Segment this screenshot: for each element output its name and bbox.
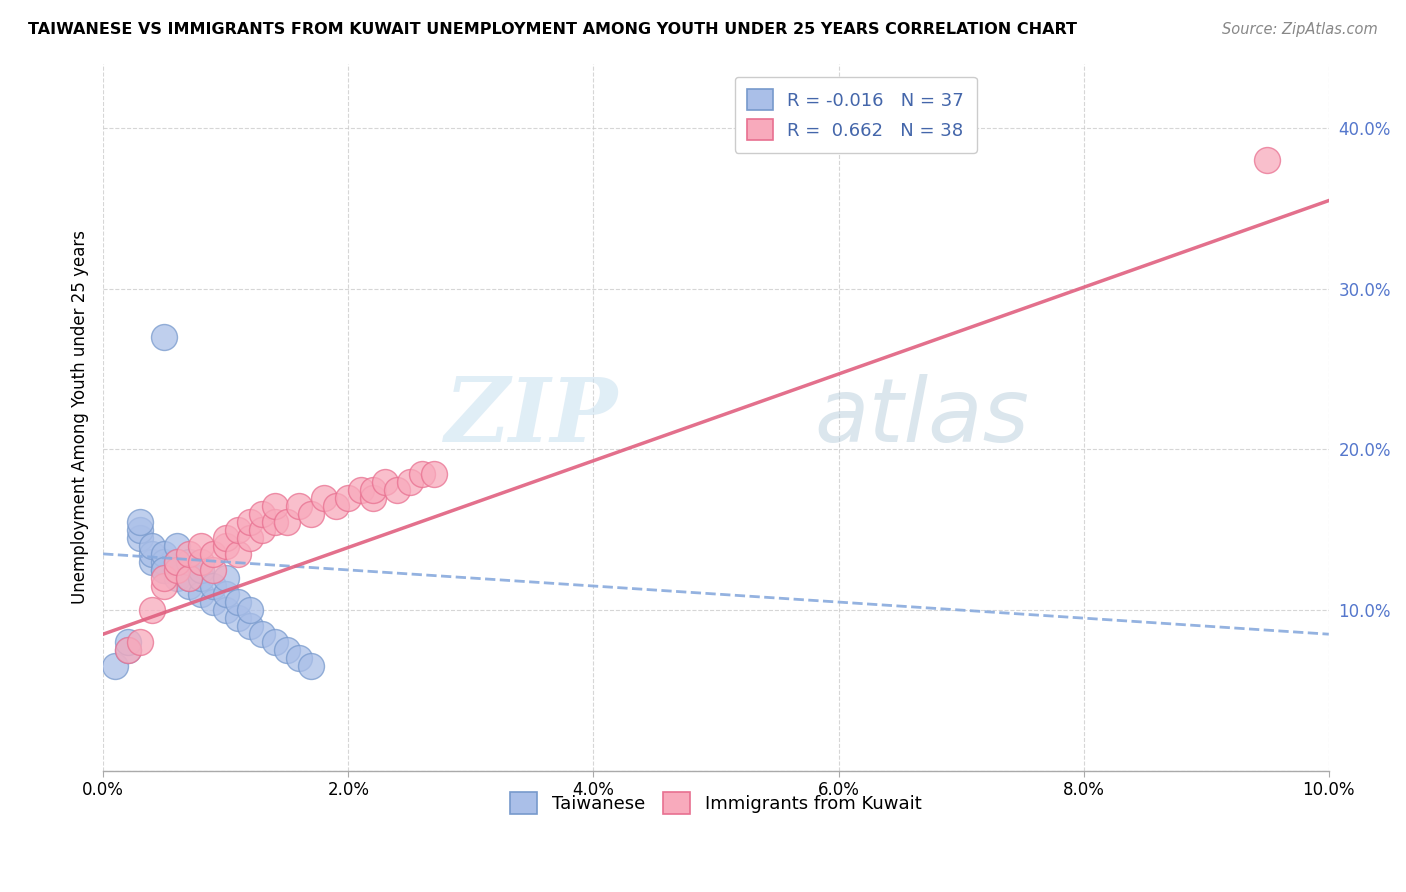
Point (239, 531, 262, 545)
Point (202, 579, 225, 593)
Point (337, 491, 360, 505)
Point (177, 555, 200, 569)
Point (226, 547, 249, 561)
Point (166, 555, 188, 569)
Point (301, 507, 323, 521)
Point (226, 595, 249, 609)
Point (374, 475, 396, 489)
Point (153, 563, 176, 577)
Point (141, 547, 163, 561)
Point (202, 547, 225, 561)
Point (252, 627, 274, 641)
Point (398, 475, 420, 489)
Point (141, 555, 163, 569)
Point (1256, 153, 1278, 168)
Point (215, 539, 238, 553)
Point (166, 539, 188, 553)
Point (312, 491, 335, 505)
Point (117, 635, 139, 649)
Point (411, 467, 433, 481)
Point (141, 603, 163, 617)
Point (177, 571, 200, 585)
Point (153, 571, 176, 585)
Point (263, 499, 285, 513)
Point (361, 483, 384, 497)
Point (301, 659, 323, 673)
Point (129, 635, 152, 649)
Point (190, 539, 212, 553)
Point (166, 563, 188, 577)
Point (215, 587, 238, 601)
Point (202, 595, 225, 609)
Point (252, 507, 274, 521)
Point (263, 635, 285, 649)
Text: TAIWANESE VS IMMIGRANTS FROM KUWAIT UNEMPLOYMENT AMONG YOUTH UNDER 25 YEARS CORR: TAIWANESE VS IMMIGRANTS FROM KUWAIT UNEM… (28, 22, 1077, 37)
Point (215, 603, 238, 617)
Point (190, 555, 212, 569)
Point (288, 651, 311, 665)
Point (226, 611, 249, 625)
Point (263, 515, 285, 529)
Point (252, 523, 274, 537)
Text: ZIP: ZIP (444, 374, 617, 460)
Point (166, 571, 188, 585)
Point (153, 547, 176, 561)
Text: atlas: atlas (814, 375, 1029, 460)
Point (387, 483, 409, 497)
Point (129, 515, 152, 529)
Point (190, 571, 212, 585)
Point (129, 523, 152, 537)
Point (325, 499, 347, 513)
Point (288, 499, 311, 513)
Point (177, 571, 200, 585)
Legend: Taiwanese, Immigrants from Kuwait: Taiwanese, Immigrants from Kuwait (499, 781, 932, 825)
Point (239, 603, 262, 617)
Point (153, 563, 176, 577)
Point (361, 491, 384, 505)
Point (153, 555, 176, 569)
Point (239, 619, 262, 633)
Point (129, 531, 152, 545)
Y-axis label: Unemployment Among Youth under 25 years: Unemployment Among Youth under 25 years (72, 230, 89, 605)
Point (177, 547, 200, 561)
Point (117, 643, 139, 657)
Point (239, 515, 262, 529)
Point (153, 579, 176, 593)
Text: Source: ZipAtlas.com: Source: ZipAtlas.com (1222, 22, 1378, 37)
Point (177, 579, 200, 593)
Point (226, 523, 249, 537)
Point (215, 531, 238, 545)
Point (166, 555, 188, 569)
Point (104, 659, 127, 673)
Point (190, 563, 212, 577)
Point (190, 587, 212, 601)
Point (215, 571, 238, 585)
Point (117, 643, 139, 657)
Point (141, 539, 163, 553)
Point (153, 330, 176, 344)
Point (276, 515, 298, 529)
Point (423, 467, 446, 481)
Point (202, 563, 225, 577)
Point (276, 643, 298, 657)
Point (349, 483, 371, 497)
